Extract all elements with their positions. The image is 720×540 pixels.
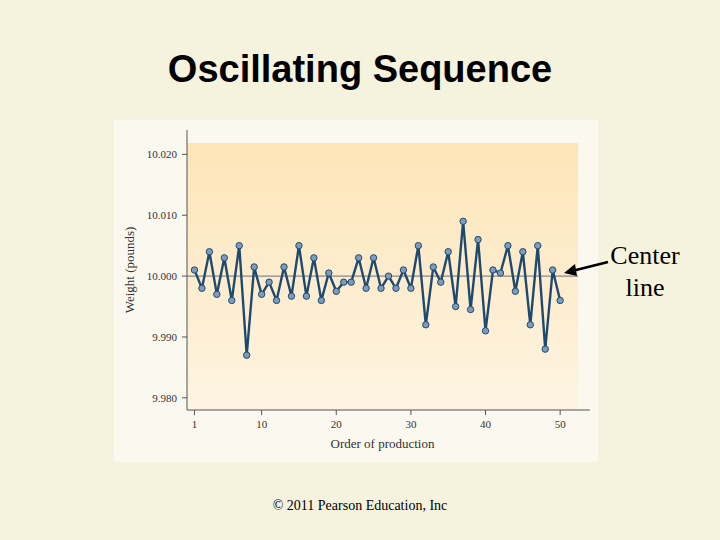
y-tick bbox=[182, 276, 187, 277]
point bbox=[549, 267, 555, 273]
point bbox=[236, 242, 242, 248]
y-tick-label: 9.990 bbox=[152, 331, 177, 343]
y-tick bbox=[182, 215, 187, 216]
point bbox=[355, 255, 361, 261]
x-tick bbox=[194, 410, 195, 415]
point bbox=[497, 270, 503, 276]
point bbox=[348, 279, 354, 285]
x-axis-label: Order of production bbox=[331, 436, 435, 451]
point bbox=[542, 346, 548, 352]
point bbox=[423, 322, 429, 328]
point bbox=[273, 297, 279, 303]
point bbox=[191, 267, 197, 273]
arrow-head bbox=[564, 264, 577, 276]
point bbox=[535, 242, 541, 248]
x-tick-label: 50 bbox=[555, 418, 567, 430]
figure-background bbox=[114, 120, 598, 462]
series-line bbox=[194, 221, 560, 355]
x-tick bbox=[410, 410, 411, 415]
point bbox=[370, 255, 376, 261]
point bbox=[557, 297, 563, 303]
point bbox=[430, 264, 436, 270]
title: Oscillating Sequence bbox=[168, 48, 552, 90]
point bbox=[512, 288, 518, 294]
point bbox=[482, 328, 488, 334]
point bbox=[400, 267, 406, 273]
arrow-shaft bbox=[572, 262, 608, 271]
point bbox=[296, 242, 302, 248]
point bbox=[229, 297, 235, 303]
slide: Oscillating Sequence 9.980 9.990 10.000 10.0… bbox=[0, 0, 720, 540]
point bbox=[475, 236, 481, 242]
point bbox=[206, 249, 212, 255]
x-tick-label: 40 bbox=[480, 418, 492, 430]
point bbox=[251, 264, 257, 270]
center-line-label: Center line bbox=[610, 241, 680, 302]
y-axis-label: Weight (pounds) bbox=[122, 227, 137, 314]
point bbox=[311, 255, 317, 261]
point bbox=[490, 267, 496, 273]
point bbox=[385, 273, 391, 279]
point bbox=[244, 352, 250, 358]
point bbox=[214, 291, 220, 297]
y-tick-label: 9.980 bbox=[152, 392, 177, 404]
y-tick-label: 10.000 bbox=[147, 270, 178, 282]
point bbox=[318, 297, 324, 303]
point bbox=[288, 293, 294, 299]
point bbox=[445, 249, 451, 255]
point bbox=[393, 285, 399, 291]
point bbox=[221, 255, 227, 261]
y-tick bbox=[182, 397, 187, 398]
point bbox=[527, 322, 533, 328]
point bbox=[505, 242, 511, 248]
x-tick-label: 1 bbox=[192, 418, 198, 430]
label-line: line bbox=[626, 273, 665, 302]
copyright: © 2011 Pearson Education, Inc bbox=[273, 498, 448, 513]
x-tick bbox=[485, 410, 486, 415]
point bbox=[281, 264, 287, 270]
x-axis bbox=[187, 410, 590, 411]
y-axis bbox=[187, 130, 188, 410]
background bbox=[0, 0, 720, 540]
point bbox=[460, 218, 466, 224]
point bbox=[303, 293, 309, 299]
x-tick bbox=[336, 410, 337, 415]
y-tick-label: 10.010 bbox=[147, 209, 178, 221]
point bbox=[438, 279, 444, 285]
point bbox=[452, 303, 458, 309]
point bbox=[467, 306, 473, 312]
x-tick bbox=[560, 410, 561, 415]
point bbox=[378, 285, 384, 291]
x-tick bbox=[261, 410, 262, 415]
point bbox=[363, 285, 369, 291]
point bbox=[266, 279, 272, 285]
point bbox=[408, 285, 414, 291]
point bbox=[415, 242, 421, 248]
point bbox=[326, 270, 332, 276]
x-tick-label: 10 bbox=[256, 418, 268, 430]
x-tick-label: 30 bbox=[405, 418, 417, 430]
point bbox=[333, 288, 339, 294]
plot-panel bbox=[187, 143, 578, 410]
point bbox=[258, 291, 264, 297]
y-tick-label: 10.020 bbox=[147, 148, 178, 160]
plot-area bbox=[187, 218, 578, 358]
y-tick bbox=[182, 154, 187, 155]
x-tick-label: 20 bbox=[331, 418, 343, 430]
point bbox=[520, 249, 526, 255]
label-line: Center bbox=[610, 241, 680, 270]
point bbox=[341, 279, 347, 285]
point bbox=[199, 285, 205, 291]
y-tick bbox=[182, 336, 187, 337]
